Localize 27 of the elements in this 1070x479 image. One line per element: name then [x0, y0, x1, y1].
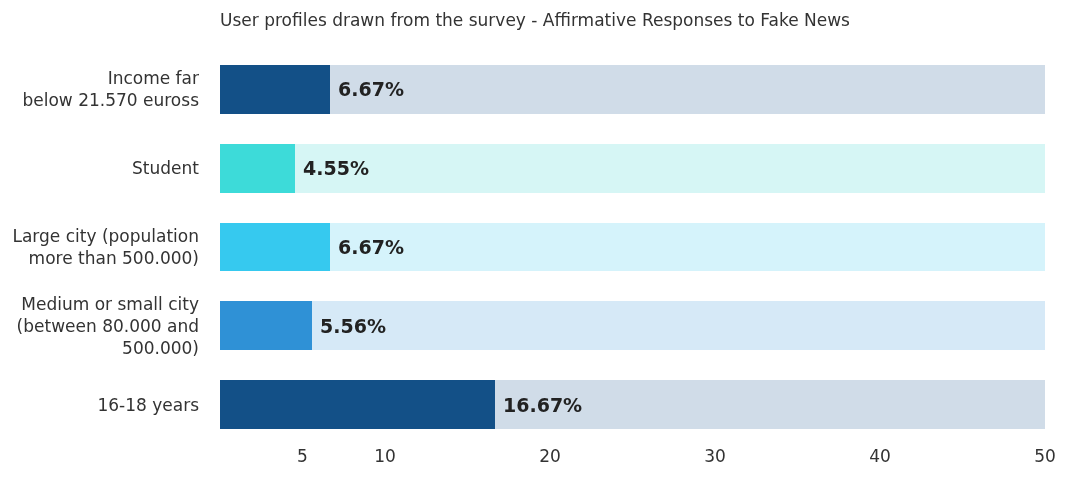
bar — [295, 143, 1045, 193]
x-tick-label: 10 — [374, 446, 396, 466]
y-tick-label: Income far below 21.570 euross — [22, 68, 200, 111]
chart-title: User profiles drawn from the survey - Affirmative Responses to Fake News — [220, 10, 851, 31]
data-label: 4.55% — [303, 157, 369, 179]
bar — [330, 64, 1045, 114]
bar — [220, 301, 312, 351]
bar — [220, 222, 331, 272]
x-tick-label: 40 — [869, 446, 891, 466]
data-label: 16.67% — [503, 394, 583, 416]
y-tick-label: Medium or small city (between 80.000 and 500.000) — [16, 293, 199, 358]
y-tick-label: Student — [132, 158, 200, 179]
data-label: 5.56% — [320, 315, 386, 337]
y-tick-label: Large city (population more than 500.000) — [12, 225, 199, 268]
x-tick-label: 30 — [704, 446, 726, 466]
bar — [220, 380, 496, 430]
x-tick-label: 20 — [539, 446, 561, 466]
bar — [220, 64, 331, 114]
bar — [495, 380, 1045, 430]
data-label: 6.67% — [338, 236, 404, 258]
y-tick-label: 16-18 years — [97, 394, 200, 415]
x-tick-label: 50 — [1034, 446, 1056, 466]
bar — [330, 222, 1045, 272]
bar — [220, 143, 296, 193]
bar — [311, 301, 1045, 351]
x-tick-label: 5 — [297, 446, 308, 466]
data-label: 6.67% — [338, 78, 404, 100]
